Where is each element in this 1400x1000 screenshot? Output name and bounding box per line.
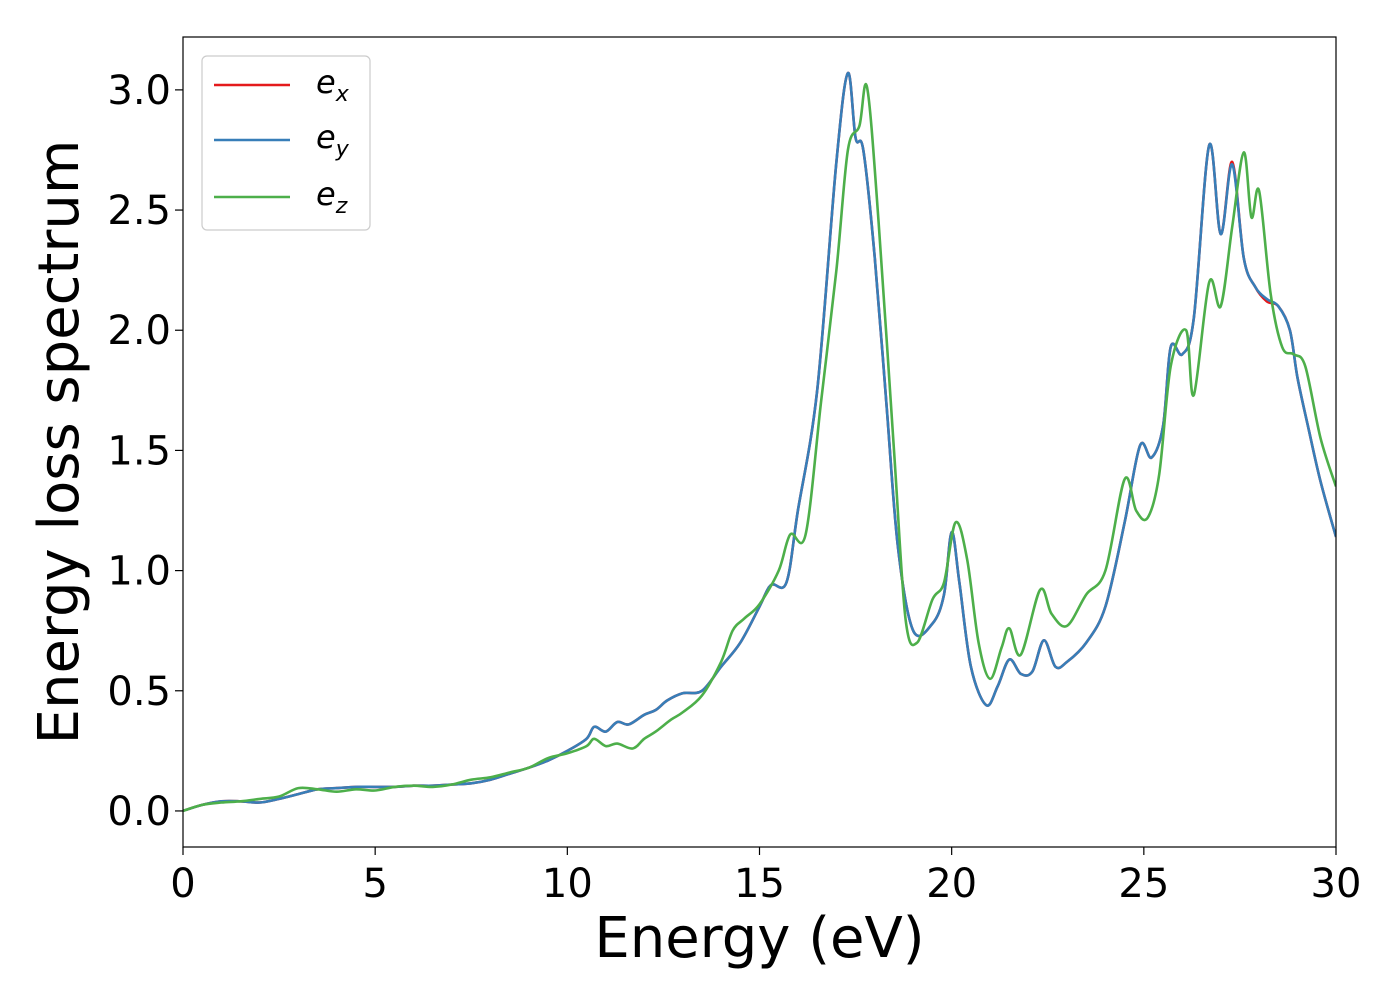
x-tick-label: 30 xyxy=(1311,861,1362,907)
x-tick-label: 5 xyxy=(362,861,387,907)
x-tick-label: 15 xyxy=(734,861,785,907)
y-tick-label: 0.5 xyxy=(107,669,171,715)
series-lines xyxy=(183,71,1336,813)
legend-entry-ex: ex xyxy=(214,63,350,107)
legend-entry-ez: ez xyxy=(214,175,348,219)
y-tick-label: 2.5 xyxy=(107,188,171,234)
y-axis-title: Energy loss spectrum xyxy=(27,140,92,745)
x-tick-label: 20 xyxy=(926,861,977,907)
legend-label-ex: ex xyxy=(316,63,350,107)
legend-label-ey: ey xyxy=(316,118,350,162)
y-tick-label: 1.0 xyxy=(107,549,171,595)
legend-label-ez: ez xyxy=(316,175,348,219)
legend: ex ey ez xyxy=(201,55,371,231)
y-tick-label: 1.5 xyxy=(107,428,171,474)
legend-entry-ey: ey xyxy=(214,118,350,162)
x-tick-label: 0 xyxy=(170,861,195,907)
y-tick-label: 0.0 xyxy=(107,789,171,835)
x-tick-label: 25 xyxy=(1118,861,1169,907)
y-tick-label: 3.0 xyxy=(107,68,171,114)
series-line-ez xyxy=(183,82,1336,813)
axis-ticks: 0 5 10 15 20 25 30 0.0 0.5 1.0 1.5 2.0 2.5 3.0 xyxy=(107,68,1361,907)
legend-box xyxy=(201,55,371,231)
x-axis-title: Energy (eV) xyxy=(594,906,924,971)
x-tick-label: 10 xyxy=(542,861,593,907)
y-tick-label: 2.0 xyxy=(107,308,171,354)
